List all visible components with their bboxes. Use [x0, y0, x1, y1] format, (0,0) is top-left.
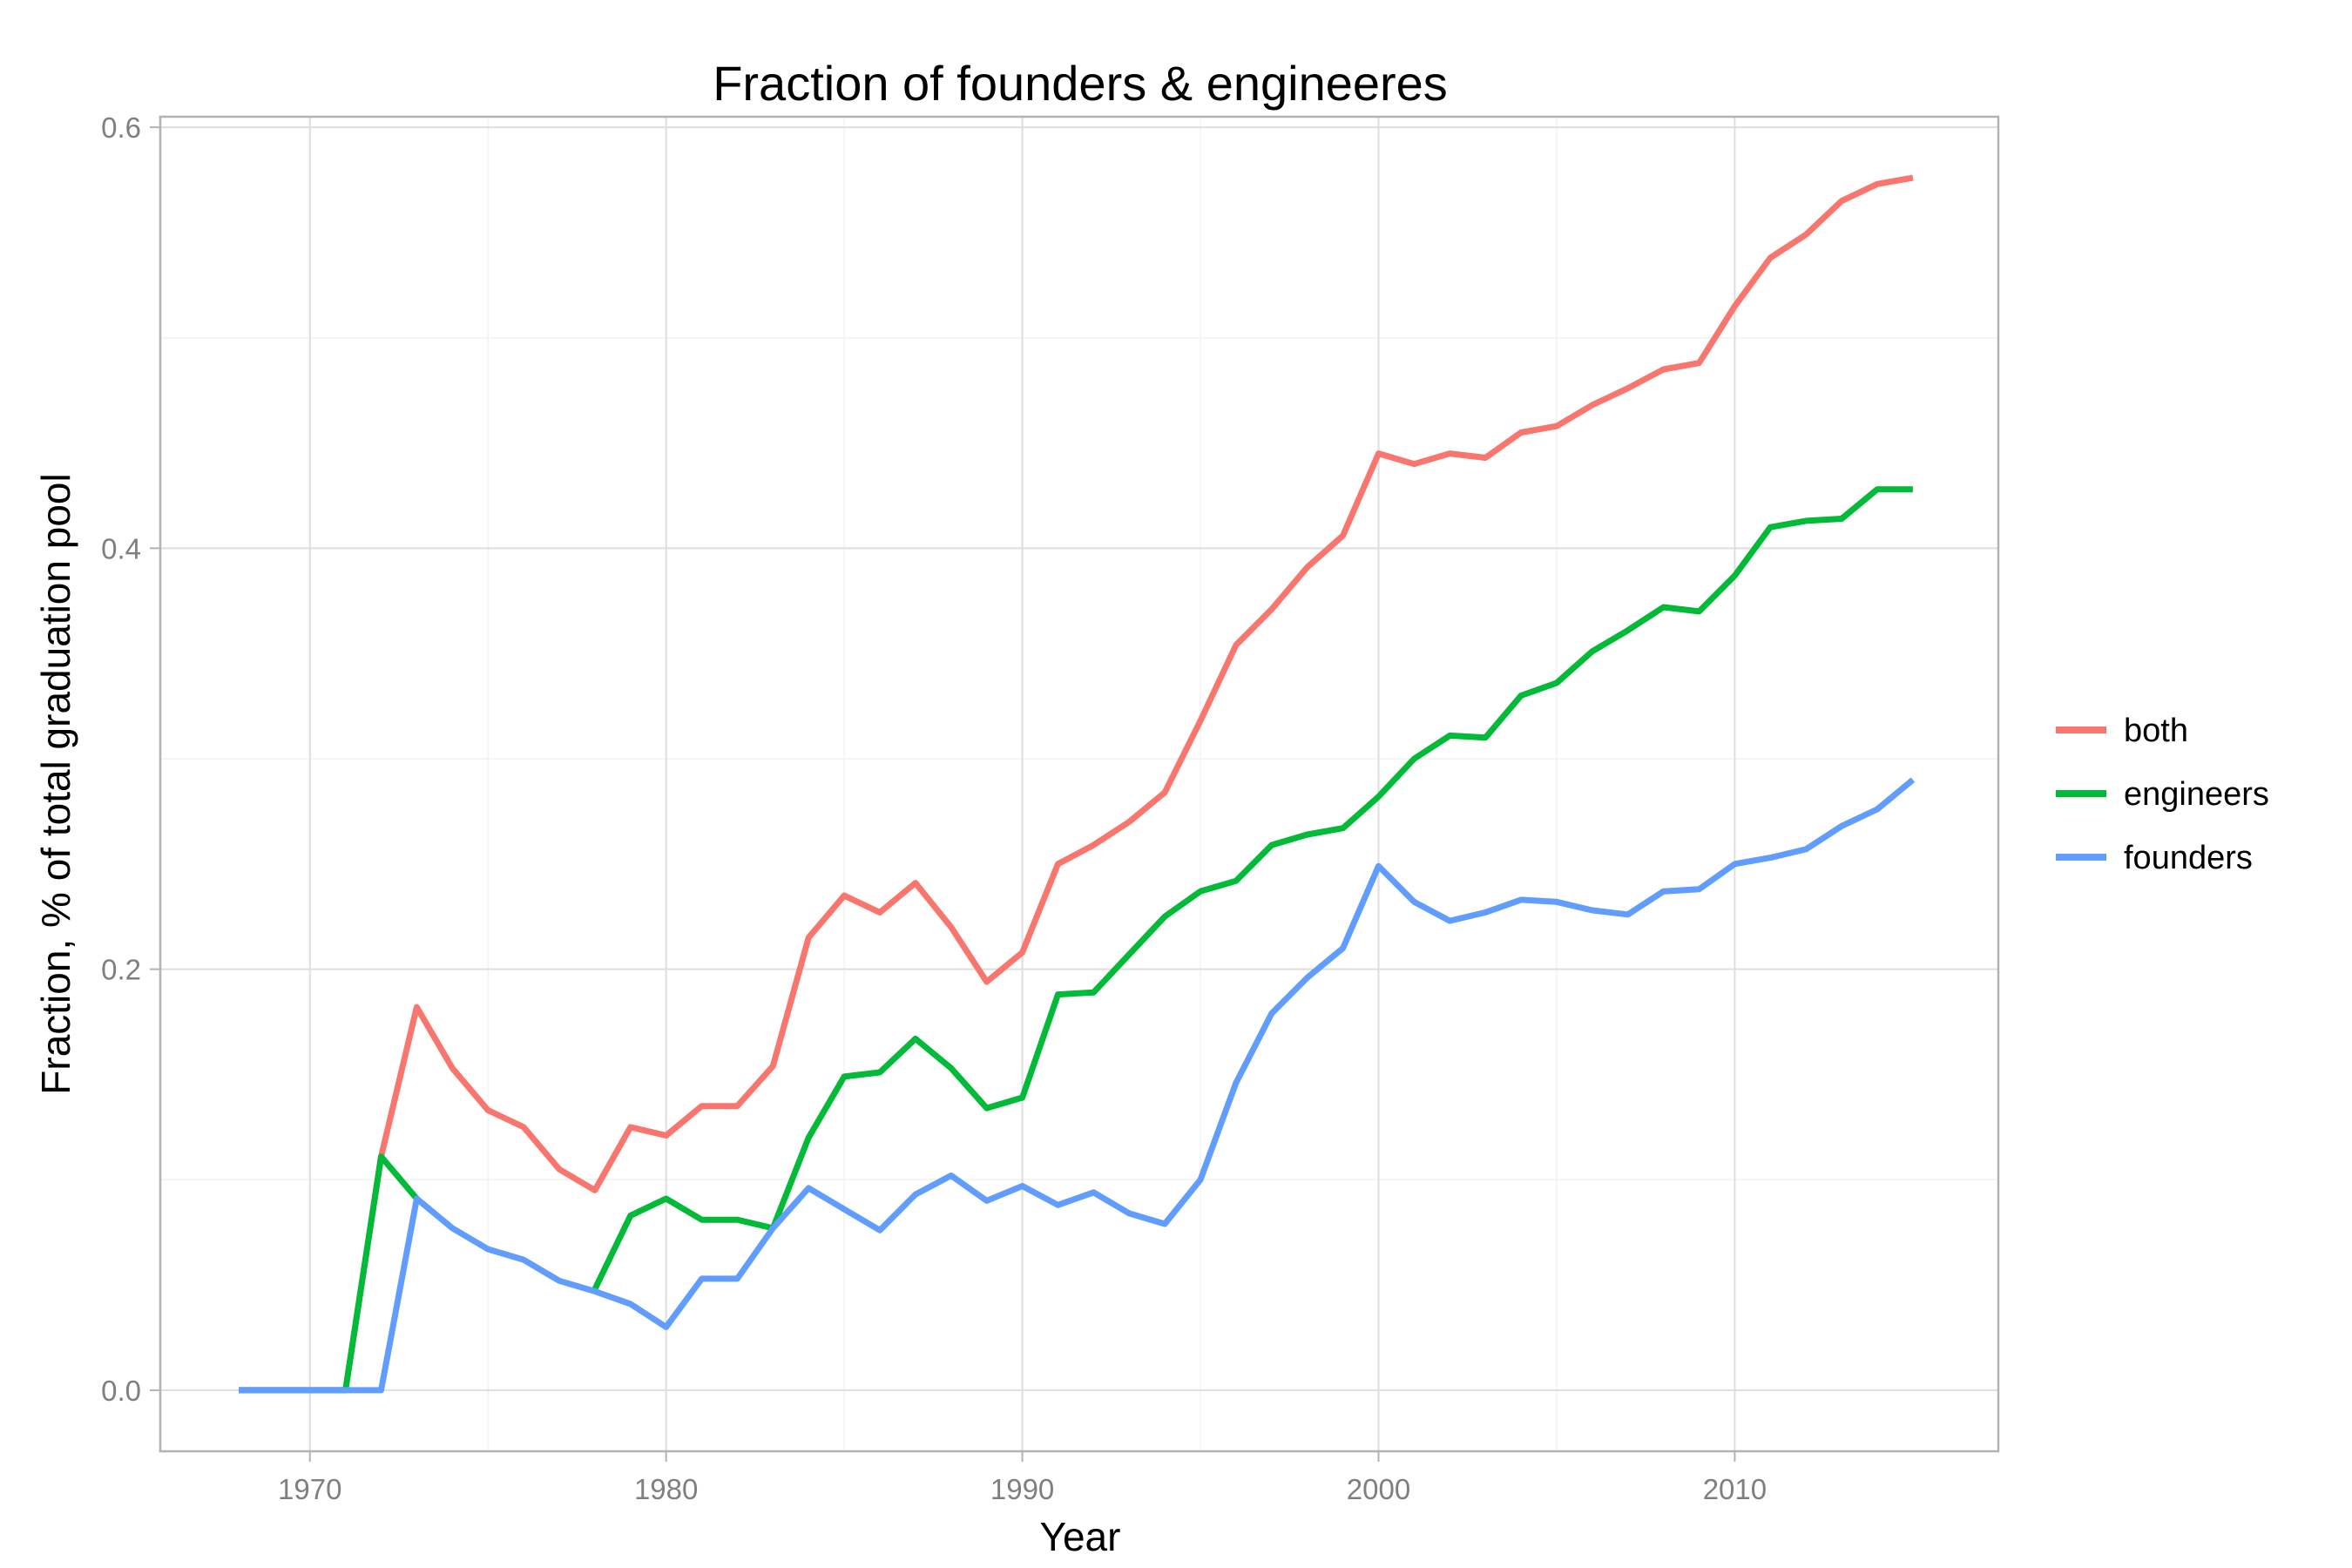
- legend-label: both: [2124, 713, 2188, 749]
- legend-item-founders: founders: [2056, 840, 2253, 876]
- x-axis-ticks: 1970 1980 1990 2000 2010: [278, 1451, 1767, 1505]
- x-tick-label: 1980: [634, 1473, 698, 1505]
- x-tick-label: 2000: [1347, 1473, 1410, 1505]
- x-axis-title: Year: [1040, 1514, 1121, 1559]
- series-line-founders: [239, 777, 1916, 1394]
- legend-label: engineers: [2124, 776, 2269, 813]
- series-both: [239, 174, 1914, 1394]
- legend-item-engineers: engineers: [2056, 776, 2269, 813]
- y-tick-label: 0.6: [101, 112, 141, 144]
- chart-title: Fraction of founders & engineeres: [713, 56, 1448, 111]
- y-axis-title: Fraction, % of total graduation pool: [33, 473, 78, 1094]
- series-founders: [239, 777, 1916, 1394]
- legend-label: founders: [2124, 840, 2253, 876]
- y-tick-label: 0.4: [101, 532, 141, 564]
- legend: both engineers founders: [2056, 713, 2269, 876]
- minor-grid: [160, 117, 1998, 1451]
- y-tick-label: 0.0: [101, 1375, 141, 1407]
- y-axis-ticks: 0.0 0.2 0.4 0.6: [101, 112, 160, 1407]
- x-tick-label: 1990: [990, 1473, 1054, 1505]
- plot-panel-border: [159, 115, 2000, 1453]
- series-layer: [239, 174, 1916, 1394]
- series-line-both: [239, 174, 1914, 1394]
- legend-item-both: both: [2056, 713, 2188, 749]
- y-tick-label: 0.2: [101, 954, 141, 986]
- x-tick-label: 1970: [278, 1473, 341, 1505]
- x-tick-label: 2010: [1703, 1473, 1767, 1505]
- major-grid: [160, 117, 1998, 1451]
